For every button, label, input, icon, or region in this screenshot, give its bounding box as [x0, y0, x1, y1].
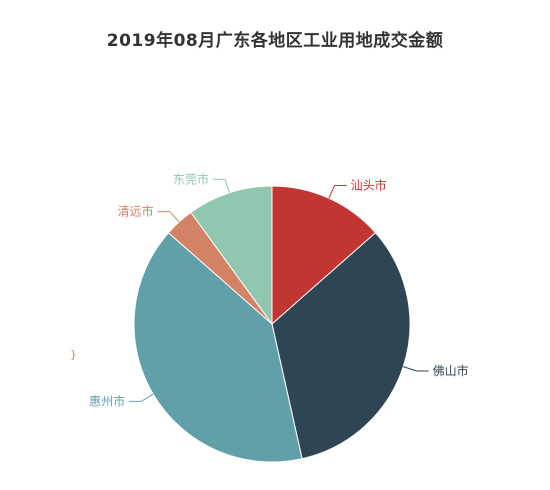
slice-label-1: 汕头市 — [351, 178, 387, 193]
slice-label-4: 清远市 — [118, 204, 154, 219]
label-leader-line-1 — [328, 185, 347, 199]
label-leader-line-2 — [403, 366, 429, 372]
pie-slice-5[interactable] — [190, 185, 273, 326]
pie-slices — [133, 185, 411, 463]
chart-title: 2019年08月广东各地区工业用地成交金额 — [106, 31, 444, 51]
label-leader-line-4 — [157, 211, 180, 223]
label-leader-line-3 — [129, 393, 154, 402]
slice-label-5: 东莞市 — [173, 171, 209, 186]
slice-label-2: 佛山市 — [433, 363, 469, 378]
label-leader-line-5 — [213, 178, 230, 193]
clipped-label-fragment: } — [70, 348, 77, 361]
slice-label-3: 惠州市 — [89, 393, 125, 408]
pie-slice-1[interactable] — [271, 185, 377, 326]
